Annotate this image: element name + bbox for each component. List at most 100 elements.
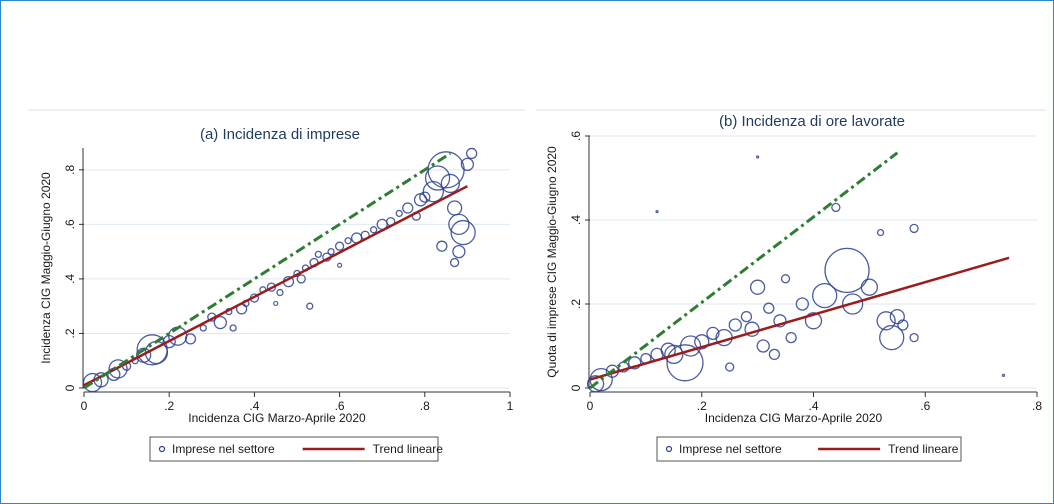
- y-tick-label: .6: [63, 219, 77, 229]
- data-point: [831, 202, 841, 213]
- data-point: [327, 247, 335, 256]
- y-tick-label: .8: [63, 164, 77, 174]
- data-point: [740, 310, 753, 323]
- data-point: [897, 319, 909, 331]
- x-tick-label: .8: [420, 399, 430, 413]
- legend-label-trend: Trend lineare: [888, 442, 959, 456]
- data-point: [306, 302, 314, 310]
- chart-title: (b) Incidenza di ore lavorate: [719, 113, 905, 130]
- data-point: [655, 210, 659, 214]
- data-point: [424, 165, 451, 191]
- data-point: [694, 334, 710, 350]
- chart-title: (a) Incidenza di imprese: [200, 126, 360, 143]
- data-point: [909, 223, 919, 234]
- data-point: [184, 333, 197, 345]
- data-point: [334, 241, 345, 251]
- y-axis-label: Incidenza CIG Maggio-Giugno 2020: [39, 172, 53, 364]
- data-point: [909, 332, 919, 343]
- trend-line: [83, 185, 468, 387]
- chart-b: (b) Incidenza di ore lavorate 0 .2 .4 .6 0 .2.…: [536, 109, 1046, 462]
- legend-label-trend: Trend lineare: [373, 442, 444, 456]
- data-point: [860, 278, 879, 296]
- chart-a: (a) Incidenza di imprese 0 .2 .4 .6 .8 0 .2 .4 .6…: [28, 109, 525, 462]
- data-point: [795, 297, 809, 311]
- data-point: [679, 335, 702, 357]
- data-point: [756, 155, 760, 159]
- y-tick-label: .2: [569, 299, 583, 309]
- data-point: [452, 244, 466, 259]
- x-tick-label: .2: [164, 399, 174, 413]
- legend-marker-scatter: [665, 445, 673, 453]
- data-point: [773, 314, 787, 328]
- data-point: [763, 302, 775, 314]
- data-point: [666, 344, 704, 382]
- y-tick-label: 0: [569, 384, 583, 391]
- data-point: [213, 315, 227, 330]
- data-point: [344, 237, 352, 245]
- y-axis-label: Quota di imprese CIG Maggio-Giugno 2020: [545, 146, 559, 378]
- data-point: [1001, 373, 1006, 377]
- x-axis-label: Incidenza CIG Marzo-Aprile 2020: [188, 411, 366, 425]
- data-point: [448, 213, 470, 236]
- data-point: [466, 147, 478, 160]
- data-point: [314, 250, 322, 259]
- legend-box: [149, 436, 439, 462]
- data-point: [889, 308, 905, 325]
- x-axis-label: Incidenza CIG Marzo-Aprile 2020: [705, 411, 883, 425]
- data-point: [229, 324, 237, 332]
- data-point: [768, 348, 781, 361]
- data-point: [756, 339, 770, 353]
- legend-label-scatter: Imprese nel settore: [172, 442, 275, 456]
- x-tick-label: 0: [587, 399, 594, 413]
- data-point: [785, 331, 797, 344]
- legend-box: [656, 436, 962, 462]
- y-tick-label: .4: [569, 215, 583, 225]
- data-point: [436, 240, 448, 252]
- reference-line-dashed: [589, 151, 899, 390]
- data-point: [108, 359, 128, 379]
- plot-area: [590, 136, 1037, 388]
- data-point: [370, 226, 378, 234]
- x-tick-label: .6: [335, 399, 345, 413]
- data-point: [586, 375, 605, 393]
- data-point: [273, 300, 279, 307]
- x-tick-label: .4: [808, 399, 818, 413]
- legend-label-scatter: Imprese nel settore: [679, 442, 782, 456]
- x-tick-label: .4: [249, 399, 259, 413]
- data-point: [440, 173, 461, 194]
- y-tick-label: .4: [63, 274, 77, 284]
- y-tick-label: .2: [63, 328, 77, 338]
- data-point: [460, 157, 475, 172]
- data-point: [199, 324, 207, 332]
- data-point: [876, 228, 885, 237]
- data-point: [395, 209, 403, 218]
- x-tick-label: .2: [697, 399, 707, 413]
- data-point: [841, 293, 864, 315]
- x-tick-label: .6: [920, 399, 930, 413]
- data-point: [402, 202, 414, 214]
- x-tick-label: 1: [507, 399, 514, 413]
- data-point: [628, 356, 642, 370]
- data-point: [419, 191, 431, 203]
- data-point: [706, 326, 720, 341]
- legend-marker-scatter: [158, 445, 166, 453]
- data-point: [749, 279, 766, 295]
- reference-line-dashed: [83, 152, 452, 390]
- trend-line: [589, 256, 1010, 381]
- y-tick-label: .6: [569, 131, 583, 141]
- x-tick-label: 0: [81, 399, 88, 413]
- data-point: [276, 288, 284, 297]
- data-point: [450, 219, 476, 246]
- data-point: [728, 318, 742, 332]
- data-point: [879, 324, 905, 351]
- data-point: [812, 282, 838, 309]
- data-point: [725, 362, 735, 372]
- data-point: [780, 274, 791, 284]
- data-point: [296, 274, 306, 284]
- data-point: [804, 312, 823, 330]
- data-point: [664, 344, 684, 365]
- data-point: [876, 311, 896, 331]
- data-point: [449, 257, 460, 268]
- data-point: [82, 372, 103, 393]
